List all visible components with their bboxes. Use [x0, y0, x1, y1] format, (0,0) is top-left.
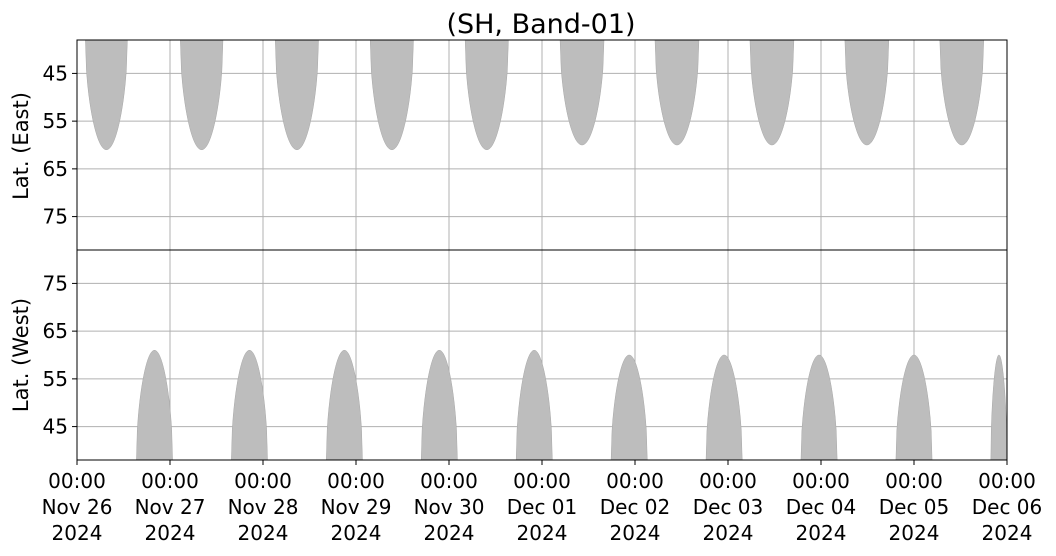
west-coverage-lobe [136, 349, 173, 460]
east-coverage-lobe [749, 40, 795, 146]
xtick-label: 2024 [238, 521, 289, 545]
xtick-label: 2024 [982, 521, 1033, 545]
xtick-label: Dec 04 [786, 495, 857, 519]
xtick-label: 2024 [52, 521, 103, 545]
xtick-label: 00:00 [606, 469, 664, 493]
east-coverage-lobe [85, 40, 128, 151]
west-ytick-label: 45 [43, 415, 68, 439]
xtick-label: 00:00 [792, 469, 850, 493]
west-coverage-lobe [610, 354, 648, 460]
east-coverage-lobe [559, 40, 605, 146]
xtick-label: 2024 [331, 521, 382, 545]
xtick-label: Dec 05 [879, 495, 950, 519]
xtick-label: 00:00 [420, 469, 478, 493]
west-coverage-lobe [515, 349, 553, 460]
west-coverage-lobe [705, 354, 743, 460]
xtick-label: Nov 28 [228, 495, 299, 519]
west-coverage-lobe [800, 354, 838, 460]
xtick-label: 00:00 [513, 469, 571, 493]
xtick-label: Nov 26 [42, 495, 113, 519]
xtick-label: 2024 [424, 521, 475, 545]
east-coverage-lobe [654, 40, 700, 146]
xtick-label: Dec 06 [972, 495, 1043, 519]
west-coverage-lobe [420, 349, 458, 460]
xtick-label: 00:00 [48, 469, 106, 493]
west-ytick-label: 65 [43, 319, 68, 343]
east-coverage-lobe [464, 40, 509, 151]
east-coverage-lobe [939, 40, 985, 146]
xtick-label: Dec 03 [693, 495, 764, 519]
xtick-label: 2024 [610, 521, 661, 545]
xtick-label: 00:00 [234, 469, 292, 493]
xtick-label: Nov 27 [135, 495, 206, 519]
ylabel-west: Lat. (West) [9, 298, 33, 412]
east-coverage-lobe [180, 40, 224, 151]
xtick-label: 00:00 [327, 469, 385, 493]
xtick-label: Dec 01 [507, 495, 578, 519]
xtick-label: 2024 [703, 521, 754, 545]
west-ytick-label: 75 [43, 271, 68, 295]
xtick-label: 00:00 [885, 469, 943, 493]
ylabel-east: Lat. (East) [9, 92, 33, 200]
west-coverage-lobe [231, 349, 268, 460]
xtick-label: 2024 [517, 521, 568, 545]
west-ytick-label: 55 [43, 367, 68, 391]
east-ytick-label: 65 [43, 157, 68, 181]
coverage-group [85, 40, 1007, 460]
east-ytick-label: 55 [43, 109, 68, 133]
xtick-label: 00:00 [978, 469, 1036, 493]
east-coverage-lobe [275, 40, 319, 151]
east-coverage-lobe [844, 40, 890, 146]
xtick-label: Nov 29 [321, 495, 392, 519]
xtick-label: 00:00 [699, 469, 757, 493]
west-coverage-lobe [990, 354, 1007, 460]
xtick-label: Dec 02 [600, 495, 671, 519]
xtick-label: 2024 [889, 521, 940, 545]
west-coverage-lobe [326, 349, 363, 460]
xtick-label: 2024 [145, 521, 196, 545]
chart-title: (SH, Band-01) [446, 9, 635, 40]
xtick-label: 00:00 [141, 469, 199, 493]
xtick-label: Nov 30 [414, 495, 485, 519]
east-ytick-label: 75 [43, 205, 68, 229]
west-coverage-lobe [895, 354, 933, 460]
east-coverage-lobe [369, 40, 414, 151]
east-ytick-label: 45 [43, 61, 68, 85]
xtick-label: 2024 [796, 521, 847, 545]
